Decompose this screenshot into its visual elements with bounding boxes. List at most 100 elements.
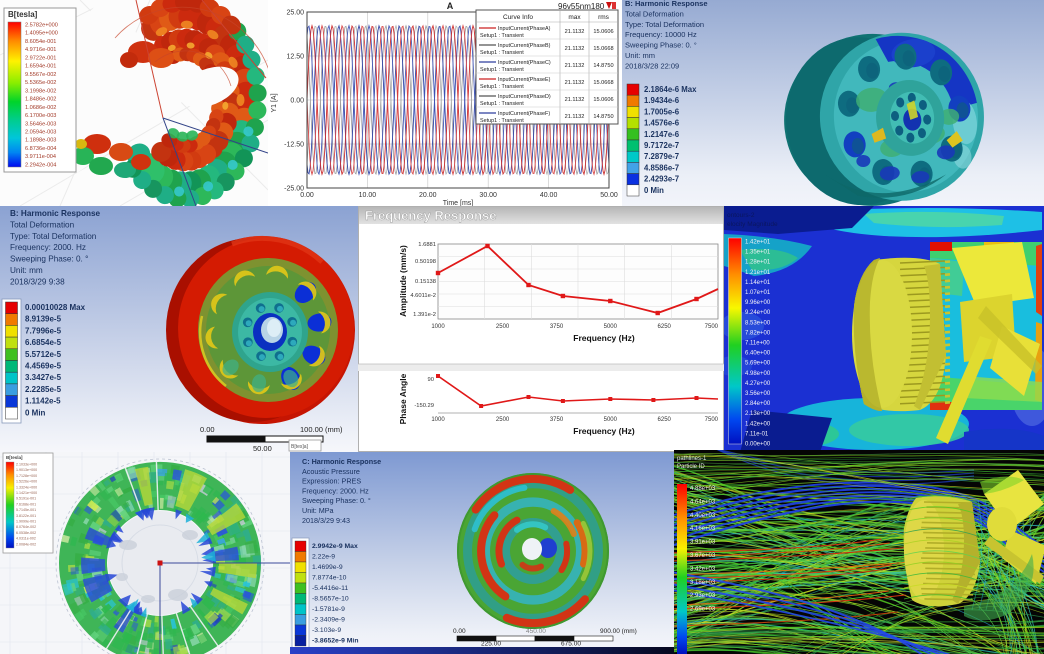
svg-text:-8.5657e-10: -8.5657e-10 [312,596,349,603]
svg-text:Expression: PRES: Expression: PRES [302,477,361,486]
svg-text:9.5567e-002: 9.5567e-002 [25,72,56,78]
svg-text:1.5226e+000: 1.5226e+000 [16,480,37,484]
svg-text:2.1864e-6 Max: 2.1864e-6 Max [644,85,697,94]
svg-text:21.1132: 21.1132 [565,97,585,103]
svg-text:8.6054e-001: 8.6054e-001 [25,39,56,45]
svg-text:-3.8652e-9 Min: -3.8652e-9 Min [312,638,358,645]
svg-text:Frequency Response: Frequency Response [365,208,497,223]
svg-text:900.00 (mm): 900.00 (mm) [600,628,637,635]
svg-text:5.5365e-002: 5.5365e-002 [25,80,56,86]
svg-text:21.1132: 21.1132 [565,63,585,69]
svg-text:1.3324e+000: 1.3324e+000 [16,485,37,489]
svg-text:2500: 2500 [496,324,510,330]
svg-text:Sweeping Phase: 0. °: Sweeping Phase: 0. ° [625,41,697,50]
svg-text:0.00: 0.00 [300,192,314,199]
svg-text:1.35e+01: 1.35e+01 [745,250,771,256]
svg-text:InputCurrent(PhaseB): InputCurrent(PhaseB) [498,43,551,49]
svg-text:450.00: 450.00 [526,628,546,635]
svg-text:7.82e+00: 7.82e+00 [745,330,771,336]
svg-text:3.42e+03: 3.42e+03 [690,566,716,572]
svg-text:4.6011e-2: 4.6011e-2 [410,293,436,299]
svg-text:21.1132: 21.1132 [565,46,585,52]
svg-text:InputCurrent(PhaseC): InputCurrent(PhaseC) [498,60,551,66]
svg-text:4.4569e-5: 4.4569e-5 [25,362,62,371]
svg-text:3.3427e-5: 3.3427e-5 [25,373,62,382]
svg-text:14.8750: 14.8750 [593,114,613,120]
svg-text:21.1132: 21.1132 [565,80,585,86]
svg-text:2.2942e-004: 2.2942e-004 [25,162,56,168]
svg-text:Frequency (Hz): Frequency (Hz) [573,426,635,436]
svg-text:5.5712e-5: 5.5712e-5 [25,350,62,359]
svg-text:2.2285e-5: 2.2285e-5 [25,385,62,394]
svg-text:1.6881: 1.6881 [418,242,436,248]
svg-text:3.91e+03: 3.91e+03 [690,540,716,546]
svg-text:Acoustic Pressure: Acoustic Pressure [302,467,360,476]
svg-text:6.40e+00: 6.40e+00 [745,351,771,357]
svg-text:8.0764e-002: 8.0764e-002 [16,525,36,529]
svg-text:1.9099e-001: 1.9099e-001 [16,520,36,524]
svg-text:7.11e+00: 7.11e+00 [745,341,770,347]
svg-text:40.00: 40.00 [540,192,558,199]
svg-text:Sweeping Phase: 0. °: Sweeping Phase: 0. ° [10,255,88,264]
svg-text:1.1142e-5: 1.1142e-5 [25,397,61,406]
svg-text:2.0084e-002: 2.0084e-002 [16,542,36,546]
svg-text:Amplitude (mm/s): Amplitude (mm/s) [398,245,408,317]
svg-text:pathlines-1: pathlines-1 [677,456,707,462]
svg-text:0 Min: 0 Min [25,408,46,417]
svg-text:1.7005e-6: 1.7005e-6 [644,107,680,116]
svg-text:-150.29: -150.29 [414,403,434,409]
svg-text:9.24e+00: 9.24e+00 [745,310,771,316]
svg-text:1.4095e+000: 1.4095e+000 [25,31,58,37]
svg-text:2.5782e+000: 2.5782e+000 [25,23,58,29]
svg-text:1.14e+01: 1.14e+01 [745,280,771,286]
svg-text:50.00: 50.00 [253,444,272,452]
svg-text:3.56e+00: 3.56e+00 [745,391,771,397]
svg-text:2018/3/29 9:38: 2018/3/29 9:38 [10,277,65,286]
svg-text:InputCurrent(PhaseE): InputCurrent(PhaseE) [498,77,551,83]
svg-text:7.11e-01: 7.11e-01 [745,431,769,437]
svg-text:6.1700e-003: 6.1700e-003 [25,113,56,119]
svg-text:-25.00: -25.00 [284,186,304,193]
svg-text:15.0668: 15.0668 [593,46,613,52]
svg-text:1.6594e-001: 1.6594e-001 [25,64,56,70]
svg-text:3.18e+03: 3.18e+03 [690,580,716,586]
svg-text:3.67e+03: 3.67e+03 [690,553,716,559]
svg-text:30.00: 30.00 [479,192,497,199]
svg-text:4.9716e-001: 4.9716e-001 [25,47,56,53]
svg-text:0.00: 0.00 [453,628,466,635]
svg-text:2.69e+03: 2.69e+03 [690,607,716,613]
svg-text:Frequency (Hz): Frequency (Hz) [573,333,635,343]
svg-text:6250: 6250 [658,417,672,423]
svg-text:3.1998e-002: 3.1998e-002 [25,88,56,94]
svg-text:1.9434e-6: 1.9434e-6 [644,96,680,105]
svg-text:1000: 1000 [431,324,445,330]
svg-text:Setup1 : Transient: Setup1 : Transient [480,118,524,124]
svg-text:0 Min: 0 Min [644,186,664,195]
svg-text:8.9139e-5: 8.9139e-5 [25,315,62,324]
svg-text:15.0606: 15.0606 [593,97,613,103]
svg-text:4.16e+03: 4.16e+03 [690,526,716,532]
svg-text:Sweeping Phase: 0. °: Sweeping Phase: 0. ° [302,496,371,505]
svg-text:3750: 3750 [550,417,564,423]
svg-text:4.27e+00: 4.27e+00 [745,381,771,387]
svg-text:4.64e+03: 4.64e+03 [690,499,716,505]
svg-text:Unit: mm: Unit: mm [10,266,43,275]
svg-text:1.2147e-6: 1.2147e-6 [644,130,680,139]
svg-text:Curve Info: Curve Info [503,14,533,21]
svg-text:0.00: 0.00 [290,98,304,105]
svg-text:7.2879e-7: 7.2879e-7 [644,152,679,161]
svg-text:6.8736e-004: 6.8736e-004 [25,146,56,152]
svg-text:1.42e+01: 1.42e+01 [745,240,771,246]
svg-text:21.1132: 21.1132 [565,29,585,35]
svg-text:100.00 (mm): 100.00 (mm) [300,425,343,434]
svg-text:2.9722e-001: 2.9722e-001 [25,55,56,61]
svg-text:Setup1 : Transient: Setup1 : Transient [480,84,524,90]
svg-text:1.42e+00: 1.42e+00 [745,421,771,427]
svg-text:4.0311e-002: 4.0311e-002 [16,537,36,541]
svg-text:2500: 2500 [496,417,510,423]
svg-text:50.00: 50.00 [600,192,618,199]
svg-text:B: Harmonic Response: B: Harmonic Response [625,0,708,8]
svg-text:2.13e+00: 2.13e+00 [745,411,771,417]
svg-text:1.1898e-003: 1.1898e-003 [25,138,56,144]
svg-text:3.5646e-003: 3.5646e-003 [25,121,56,127]
